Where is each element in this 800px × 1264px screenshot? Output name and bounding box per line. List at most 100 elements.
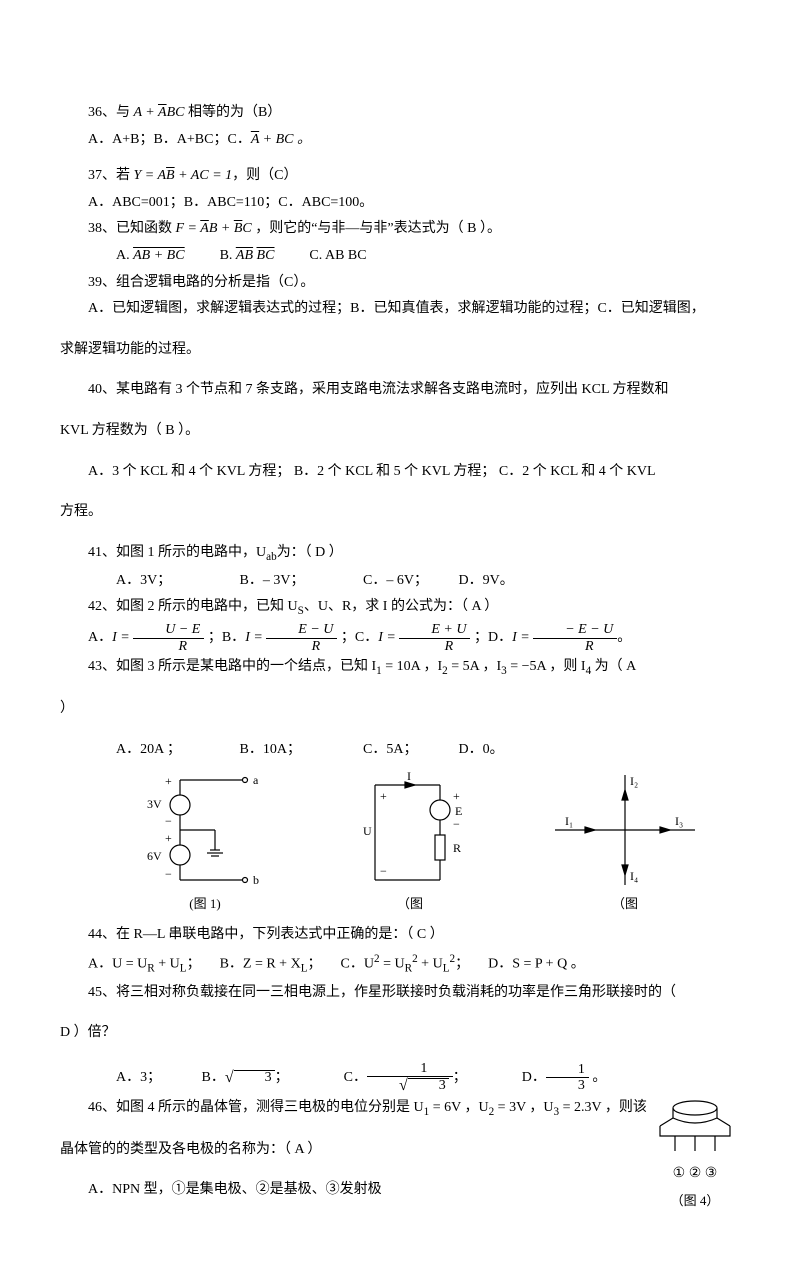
svg-text:6V: 6V — [147, 849, 162, 863]
den: R — [179, 639, 188, 654]
svg-text:I₃: I₃ — [675, 814, 683, 828]
svg-text:a: a — [253, 773, 259, 787]
q46-opt-a: A．NPN 型，①是集电极、②是基极、③发射极 — [60, 1177, 740, 1204]
opt-b: B．A+BC； — [153, 132, 227, 147]
svg-text:+: + — [165, 831, 172, 845]
opt-a: A．20A ； — [88, 737, 208, 764]
text: Y = A — [134, 168, 167, 183]
opt-b-pre: ；B． — [208, 631, 245, 646]
text: + AC = 1 — [175, 168, 233, 183]
opt-c: C．5A； — [335, 737, 455, 764]
fig2-svg: I + U − + E − R — [345, 770, 475, 890]
q38-opts: A. AB + BC B. AB BC C. AB BC — [60, 243, 740, 270]
q45-line2: D ）倍？ — [60, 1020, 740, 1047]
num: 1 — [367, 1061, 453, 1077]
q45-line1: 45、将三相对称负载接在同一三相电源上，作星形联接时负载消耗的功率是作三角形联接… — [60, 980, 740, 1007]
svg-text:−: − — [165, 867, 172, 881]
i-eq: I = — [112, 631, 133, 646]
svg-text:+: + — [380, 789, 387, 803]
num: U − E — [165, 622, 200, 637]
text: ； — [455, 956, 469, 971]
opt-b: B．– 3V； — [212, 568, 332, 595]
num: E − U — [298, 622, 333, 637]
text: 41、如图 1 所示的电路中，U — [88, 545, 266, 560]
svg-text:3V: 3V — [147, 797, 162, 811]
opt-c-pre: C． — [344, 1070, 367, 1085]
q44-opts: A．U = UR + UL； B．Z = R + XL； C．U2 = UR2 … — [60, 949, 740, 980]
num: 1 — [546, 1062, 589, 1078]
text: ，则（C） — [232, 168, 297, 183]
fig1-caption: (图 1) — [135, 892, 275, 917]
opt-b-pre: B. — [220, 248, 236, 263]
text: B．Z = R + X — [220, 956, 301, 971]
text: D．S = P + Q 。 — [488, 956, 585, 971]
sub: R — [147, 962, 154, 974]
opt-a: A．A+B； — [88, 132, 153, 147]
fig2-caption: （图 — [345, 892, 475, 917]
opt-b-pre: B． — [202, 1070, 225, 1085]
text: 37、若 — [88, 168, 134, 183]
opt-d: D．0。 — [459, 742, 504, 757]
fig4-pins: ① ② ③ — [650, 1161, 740, 1188]
figure-1: + 3V − + 6V − a b (图 1) — [135, 770, 275, 917]
q42-stem: 42、如图 2 所示的电路中，已知 US、U、R，求 I 的公式为：（ A ） — [60, 594, 740, 622]
b-bar: B — [166, 168, 175, 183]
text: BC — [257, 248, 275, 263]
text: A．U = U — [88, 956, 147, 971]
text: ； — [187, 956, 201, 971]
figures-row: + 3V − + 6V − a b (图 1) — [100, 770, 740, 917]
sub: L — [301, 962, 308, 974]
figure-4: ① ② ③ （图 4） — [650, 1096, 740, 1214]
text: = −5A ，则 I — [507, 659, 586, 674]
q39-stem: 39、组合逻辑电路的分析是指（C）。 — [60, 270, 740, 297]
q37-opts: A．ABC=001；B．ABC=110；C．ABC=100。 — [60, 190, 740, 217]
den: R — [585, 639, 594, 654]
opt-a-expr: AB + BC — [133, 248, 184, 263]
opt-c: C. AB BC — [309, 248, 366, 263]
q40-line2: KVL 方程数为（ B ）。 — [60, 418, 740, 445]
text: AB — [236, 248, 253, 263]
opt-d: D．9V。 — [459, 573, 514, 588]
text: 42、如图 2 所示的电路中，已知 U — [88, 599, 298, 614]
text: BC — [167, 105, 185, 120]
q42-opts: A．I = U − ER ；B．I = E − UR ；C．I = E + UR… — [60, 622, 740, 654]
opt-a: A．3； — [88, 1065, 198, 1092]
q46-stem: 46、如图 4 所示的晶体管，测得三电极的电位分别是 U1 = 6V ，U2 =… — [60, 1095, 740, 1123]
text: 43、如图 3 所示是某电路中的一个结点，已知 I — [88, 659, 376, 674]
svg-text:R: R — [453, 841, 461, 855]
svg-text:I: I — [407, 770, 411, 783]
opt-c-pre: ；C． — [341, 631, 378, 646]
text: 为：（ D ） — [277, 545, 343, 560]
text: C — [242, 221, 251, 236]
text: A + — [134, 105, 159, 120]
text: F = — [176, 221, 201, 236]
q44-stem: 44、在 R—L 串联电路中，下列表达式中正确的是：（ C ） — [60, 922, 740, 949]
svg-text:b: b — [253, 873, 259, 887]
svg-text:I₄: I₄ — [630, 869, 638, 883]
opt-d-pre: D． — [522, 1070, 546, 1085]
svg-text:I₁: I₁ — [565, 814, 573, 828]
text: = 10A ，I — [382, 659, 442, 674]
text: 46、如图 4 所示的晶体管，测得三电极的电位分别是 U — [88, 1100, 424, 1115]
q43-stem: 43、如图 3 所示是某电路中的一个结点，已知 I1 = 10A ，I2 = 5… — [60, 654, 740, 682]
text: = 5A ，I — [448, 659, 501, 674]
text: C．U — [341, 956, 374, 971]
text: 36、与 — [88, 105, 134, 120]
a-bar: A — [200, 221, 209, 236]
fig3-caption: （图 — [545, 892, 705, 917]
sqrt: 3 — [234, 1070, 275, 1085]
fig3-svg: I₁ I₂ I₃ I₄ — [545, 770, 705, 890]
q39-line3: 求解逻辑功能的过程。 — [60, 337, 740, 364]
text: + BC 。 — [259, 132, 311, 147]
text: ，则它的“与非—与非”表达式为（ B ）。 — [252, 221, 501, 236]
q43-opts: A．20A ； B．10A； C．5A； D．0。 — [60, 737, 740, 764]
opt-b: B．10A； — [212, 737, 332, 764]
q43-close: ） — [60, 696, 740, 723]
svg-text:−: − — [453, 817, 460, 831]
text: B + — [209, 221, 234, 236]
q38-stem: 38、已知函数 F = AB + BC ，则它的“与非—与非”表达式为（ B ）… — [60, 216, 740, 243]
q39-line2: A．已知逻辑图，求解逻辑表达式的过程；B．已知真值表，求解逻辑功能的过程；C．已… — [60, 296, 740, 323]
q40-line1: 40、某电路有 3 个节点和 7 条支路，采用支路电流法求解各支路电流时，应列出… — [60, 377, 740, 404]
opt-c-pre: C． — [228, 132, 251, 147]
figure-3: I₁ I₂ I₃ I₄ （图 — [545, 770, 705, 917]
